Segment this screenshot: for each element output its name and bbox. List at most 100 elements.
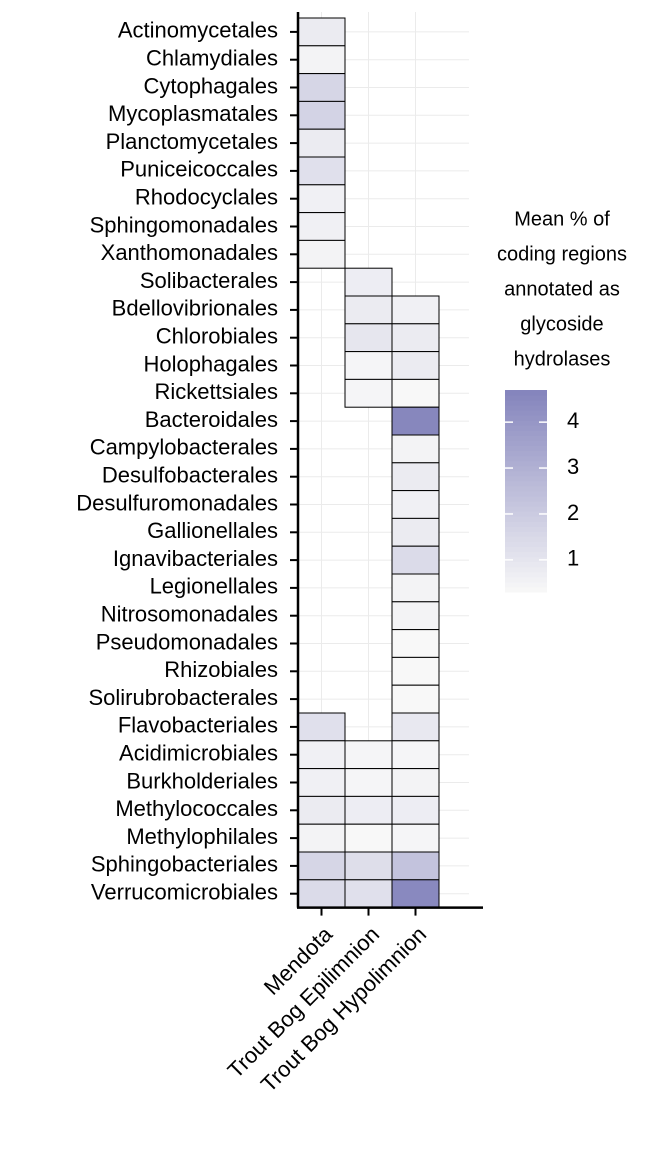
legend-title: glycoside: [520, 313, 603, 335]
heatmap-cell: [391, 656, 440, 686]
heatmap-cell: [391, 740, 440, 770]
heatmap-cell: [391, 406, 440, 436]
colorbar-segment: [505, 521, 547, 527]
y-tick-label: Gallionellales: [147, 518, 278, 543]
colorbar-segment: [505, 541, 547, 548]
y-tick-label: Methylophilales: [126, 824, 278, 849]
heatmap-cell: [297, 795, 346, 825]
colorbar-segment: [505, 455, 547, 462]
y-tick-label: Solirubrobacterales: [88, 685, 278, 710]
colorbar-segment: [505, 571, 547, 578]
colorbar-segment: [505, 420, 547, 426]
heatmap-cell: [297, 768, 346, 797]
colorbar-segment: [505, 480, 547, 487]
colorbar-segment: [505, 491, 547, 497]
y-tick-label: Puniceicoccales: [120, 157, 278, 182]
colorbar-segment: [505, 536, 547, 542]
y-tick-label: Sphingobacteriales: [91, 852, 278, 877]
colorbar-segment: [505, 390, 547, 396]
y-tick-label: Sphingomonadales: [90, 212, 278, 237]
colorbar-segment: [505, 400, 547, 406]
heatmap-cell: [391, 462, 440, 492]
colorbar-segment: [505, 460, 547, 467]
y-tick-label: Desulfobacterales: [102, 463, 278, 488]
colorbar-segment: [505, 581, 547, 588]
heatmap-cell: [344, 823, 393, 853]
heatmap-cell: [297, 212, 346, 241]
heatmap-cell: [391, 295, 440, 325]
heatmap-cell: [391, 795, 440, 825]
colorbar-segment: [505, 561, 547, 568]
colorbar-segment: [505, 465, 547, 472]
heatmap-cell: [391, 879, 440, 909]
colorbar-segment: [505, 435, 547, 441]
colorbar-segment: [505, 506, 547, 512]
y-tick-label: Bacteroidales: [145, 407, 278, 432]
y-tick-label: Bdellovibrionales: [112, 296, 278, 321]
colorbar-segment: [505, 415, 547, 421]
heatmap-cell: [391, 601, 440, 631]
heatmap-cell: [297, 17, 346, 47]
colorbar-label: 1: [567, 546, 579, 571]
heatmap-cell: [391, 712, 440, 742]
y-tick-label: Methylococcales: [115, 796, 278, 821]
y-tick-label: Verrucomicrobiales: [91, 880, 278, 905]
heatmap-cell: [391, 573, 440, 603]
y-tick-label: Desulfuromonadales: [76, 490, 278, 515]
heatmap-cell: [391, 768, 440, 797]
heatmap-cell: [344, 295, 393, 325]
y-tick-label: Campylobacterales: [90, 435, 278, 460]
heatmap-cell: [344, 851, 393, 881]
heatmap-cell: [344, 351, 393, 380]
y-tick-label: Chlorobiales: [156, 324, 278, 349]
y-tick-label: Planctomycetales: [106, 129, 278, 154]
colorbar-segment: [505, 496, 547, 502]
heatmap-cell: [391, 823, 440, 853]
colorbar-segment: [505, 475, 547, 482]
y-tick-label: Legionellales: [150, 574, 278, 599]
colorbar-segment: [505, 576, 547, 583]
colorbar-segment: [505, 546, 547, 553]
heatmap-cell: [391, 351, 440, 380]
y-tick-label: Flavobacteriales: [118, 713, 278, 738]
heatmap-cell: [391, 629, 440, 658]
heatmap-cell: [297, 100, 346, 130]
heatmap-cell: [297, 73, 346, 102]
heatmap-cell: [297, 184, 346, 214]
heatmap-cell: [297, 823, 346, 853]
colorbar-segment: [505, 470, 547, 477]
colorbar-segment: [505, 485, 547, 492]
y-tick-label: Rhizobiales: [164, 657, 278, 682]
legend-title: annotated as: [504, 278, 620, 300]
heatmap-cell: [344, 795, 393, 825]
legend-title: coding regions: [497, 243, 627, 265]
heatmap-cell: [297, 128, 346, 158]
y-tick-label: Mycoplasmatales: [108, 101, 278, 126]
heatmap-cell: [391, 490, 440, 519]
heatmap-cell: [344, 378, 393, 408]
heatmap-cell: [391, 545, 440, 575]
colorbar-segment: [505, 551, 547, 558]
colorbar-segment: [505, 586, 547, 593]
colorbar-label: 2: [567, 500, 579, 525]
colorbar-segment: [505, 425, 547, 431]
colorbar-segment: [505, 410, 547, 416]
colorbar-segment: [505, 556, 547, 563]
colorbar-segment: [505, 516, 547, 522]
y-tick-label: Holophagales: [143, 351, 278, 376]
colorbar-segment: [505, 531, 547, 537]
y-tick-label: Chlamydiales: [146, 46, 278, 71]
y-tick-label: Rhodocyclales: [135, 185, 278, 210]
legend-title: Mean % of: [514, 208, 610, 230]
y-tick-label: Cytophagales: [143, 73, 278, 98]
heatmap-cell: [344, 740, 393, 770]
colorbar-segment: [505, 501, 547, 507]
heatmap-cell: [344, 879, 393, 909]
colorbar-segment: [505, 430, 547, 436]
colorbar-segment: [505, 450, 547, 457]
heatmap-cell: [344, 267, 393, 297]
legend-title: hydrolases: [514, 348, 611, 370]
heatmap-cell: [297, 851, 346, 881]
heatmap-cell: [391, 851, 440, 881]
